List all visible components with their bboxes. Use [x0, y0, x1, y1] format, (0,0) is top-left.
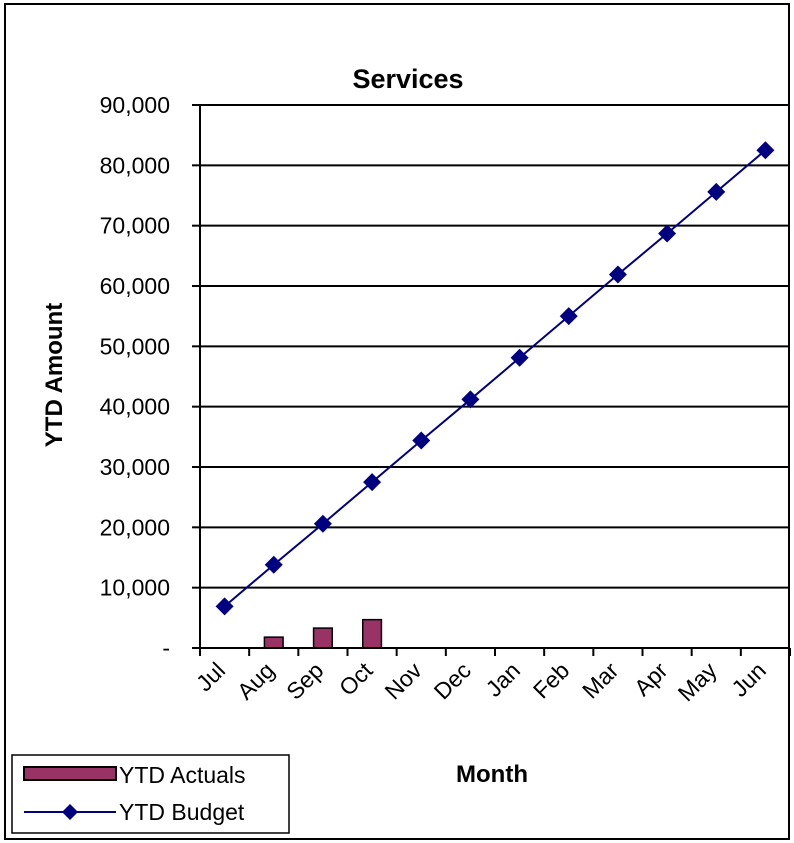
legend-label-actuals: YTD Actuals [119, 762, 246, 788]
point-ytd-budget [412, 431, 431, 450]
point-ytd-budget [559, 307, 578, 326]
point-ytd-budget [313, 514, 332, 533]
point-ytd-budget [461, 390, 480, 409]
point-ytd-budget [215, 597, 234, 616]
y-tick-label: 90,000 [100, 92, 170, 118]
point-ytd-budget [658, 224, 677, 243]
point-ytd-budget [756, 141, 775, 160]
x-axis-title: Month [456, 761, 528, 788]
legend-label-budget: YTD Budget [119, 799, 245, 825]
point-ytd-budget [608, 265, 627, 284]
y-tick-label: - [162, 635, 170, 661]
legend-swatch-actuals [23, 766, 117, 781]
y-tick-label: 30,000 [100, 454, 170, 480]
y-tick-label: 60,000 [100, 273, 170, 299]
y-tick-label: 20,000 [100, 514, 170, 540]
y-tick-label: 50,000 [100, 333, 170, 359]
line-ytd-budget [223, 149, 767, 608]
bar-ytd-actuals [263, 636, 284, 649]
bar-ytd-actuals [312, 627, 334, 649]
y-tick-label: 40,000 [100, 394, 170, 420]
point-ytd-budget [510, 348, 529, 367]
y-axis-title: YTD Amount [41, 303, 68, 447]
y-tick-label: 70,000 [100, 213, 170, 239]
point-ytd-budget [264, 555, 283, 574]
point-ytd-budget [707, 182, 726, 201]
y-tick-label: 10,000 [100, 575, 170, 601]
y-tick-labels: - 10,000 20,000 30,000 40,000 50,000 60,000 70,… [100, 92, 170, 661]
axes [199, 105, 791, 656]
point-ytd-budget [363, 473, 382, 492]
gridlines [192, 104, 790, 649]
line-series-ytd-budget [215, 141, 775, 616]
chart-title: Services [352, 64, 463, 94]
y-tick-label: 80,000 [100, 152, 170, 178]
bar-ytd-actuals [361, 618, 383, 649]
legend: YTD Actuals YTD Budget [11, 754, 290, 834]
bar-series-ytd-actuals [263, 618, 383, 649]
legend-marker-budget [62, 804, 78, 820]
chart-border [4, 3, 790, 840]
